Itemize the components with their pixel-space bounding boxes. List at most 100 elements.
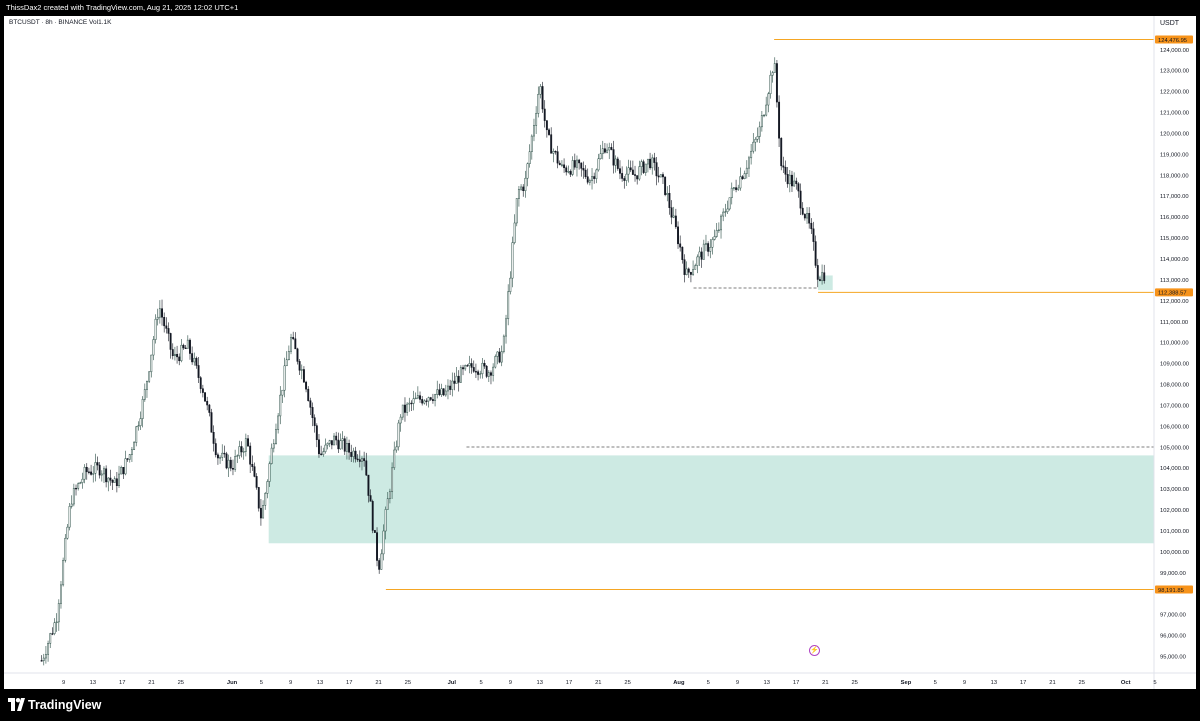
candle-body <box>522 186 525 192</box>
candle-body <box>558 162 561 166</box>
candle-body <box>567 171 570 173</box>
candle-body <box>698 251 701 258</box>
candle-body <box>816 265 819 280</box>
candle-body <box>599 153 602 159</box>
candle-body <box>380 553 383 570</box>
candle-body <box>404 404 406 413</box>
candle-body <box>438 389 441 395</box>
event-marker-icon[interactable]: ⚡ <box>809 645 820 656</box>
candle-body <box>384 509 387 532</box>
candle-body <box>109 477 112 481</box>
price-tick-label: 123,000.00 <box>1160 69 1189 75</box>
time-tick-label: 21 <box>1049 680 1055 686</box>
price-tag[interactable]: 112,388.57 <box>1155 288 1193 297</box>
candle-body <box>40 660 43 662</box>
candle-body <box>423 400 426 404</box>
candle-body <box>133 442 136 450</box>
candle-body <box>152 339 155 356</box>
candle-body <box>206 400 209 406</box>
time-tick-label: 5 <box>1153 680 1156 686</box>
candle-body <box>120 466 123 475</box>
price-tick-label: 105,000.00 <box>1160 445 1189 451</box>
candle-body <box>634 174 636 176</box>
price-tag[interactable]: 124,476.95 <box>1155 35 1193 44</box>
candle-body <box>350 452 353 457</box>
candle-body <box>294 338 297 350</box>
candle-body <box>348 443 351 453</box>
candle-body <box>657 175 660 178</box>
candle-body <box>462 367 464 370</box>
chart-panel[interactable]: USDT 95,000.00 96,000.00 97,000.00 99,000.0… <box>4 16 1196 689</box>
candle-body <box>681 246 684 260</box>
candle-body <box>494 356 497 368</box>
candle-body <box>264 493 267 506</box>
candle-body <box>176 353 179 358</box>
symbol-info[interactable]: BTCUSDT · 8h · BINANCE Vol1.1K <box>9 19 112 26</box>
candle-body <box>369 495 372 502</box>
candle-body <box>642 161 645 173</box>
candle-body <box>249 445 252 465</box>
candle-body <box>339 440 342 450</box>
candle-body <box>55 621 58 623</box>
candle-body <box>573 160 576 168</box>
candle-body <box>281 389 284 396</box>
time-tick-label: 17 <box>793 680 799 686</box>
time-tick-label: 25 <box>624 680 630 686</box>
candle-body <box>696 256 699 266</box>
candle-body <box>513 222 516 243</box>
candle-body <box>713 236 716 240</box>
candle-body <box>758 126 761 137</box>
candle-body <box>216 454 219 459</box>
candle-body <box>150 354 153 373</box>
candle-body <box>664 176 667 195</box>
candle-body <box>343 438 346 452</box>
candle-body <box>593 176 596 179</box>
price-tick-label: 101,000.00 <box>1160 529 1189 535</box>
candle-body <box>765 104 768 116</box>
candle-body <box>195 357 198 366</box>
candle-body <box>672 215 675 218</box>
demand-zone[interactable] <box>818 275 833 291</box>
candle-body <box>750 150 753 159</box>
candle-body <box>167 328 170 334</box>
candle-body <box>528 151 531 164</box>
demand-zone[interactable] <box>268 455 1154 544</box>
candle-body <box>158 308 161 318</box>
candle-body <box>210 412 213 433</box>
candle-body <box>146 381 148 390</box>
candle-body <box>358 459 361 462</box>
price-tag[interactable]: 98,191.85 <box>1155 585 1193 594</box>
candle-body <box>75 487 77 490</box>
time-tick-label: Sep <box>901 680 912 686</box>
candle-body <box>315 425 318 440</box>
candle-body <box>161 308 163 318</box>
candle-body <box>236 455 239 457</box>
candle-body <box>305 381 308 390</box>
candle-body <box>556 151 559 164</box>
time-tick-label: 9 <box>509 680 512 686</box>
candle-body <box>290 337 292 352</box>
attribution-bar: ThissDax2 created with TradingView.com, … <box>0 0 1200 16</box>
tradingview-logo[interactable]: TradingView <box>8 697 101 713</box>
candle-body <box>208 404 211 413</box>
candlestick-chart[interactable]: USDT 95,000.00 96,000.00 97,000.00 99,000.0… <box>4 16 1196 689</box>
time-tick-label: 17 <box>566 680 572 686</box>
candle-body <box>726 208 729 212</box>
candle-body <box>257 487 260 509</box>
candle-body <box>326 443 329 446</box>
candle-body <box>401 404 404 418</box>
candle-body <box>601 148 604 154</box>
candle-body <box>455 375 458 384</box>
candle-body <box>449 385 452 390</box>
candle-body <box>640 161 643 167</box>
price-tick-label: 116,000.00 <box>1160 215 1189 221</box>
candle-body <box>580 162 583 169</box>
candle-body <box>786 174 789 185</box>
candle-body <box>730 187 733 198</box>
candle-body <box>578 159 581 164</box>
candle-body <box>111 479 114 483</box>
candle-body <box>543 108 546 121</box>
candle-body <box>784 166 787 175</box>
time-tick-label: 13 <box>764 680 770 686</box>
candle-body <box>416 395 419 399</box>
